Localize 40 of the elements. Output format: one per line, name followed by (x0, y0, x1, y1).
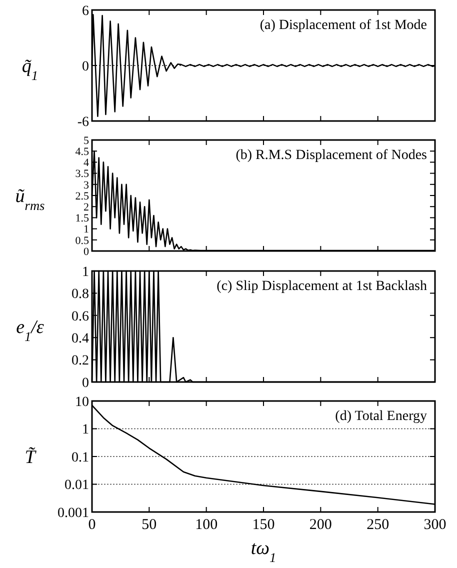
y-axis-title: ũ$_{rms}$ (15, 186, 45, 213)
y-tick-label: 0.2 (72, 354, 89, 369)
y-tick-label: 5 (84, 134, 90, 147)
y-axis-title: e$_{1}$/ε (16, 317, 44, 344)
y-tick-label: 3.5 (75, 168, 90, 180)
x-tick-label: 150 (252, 517, 275, 533)
y-axis-title: T̃ (24, 447, 37, 468)
text: (a) Displacement of 1st Mode (260, 18, 427, 33)
x-tick-label: 100 (195, 517, 218, 533)
y-tick-label: 1 (84, 224, 89, 236)
y-tick-label: 2.5 (75, 190, 90, 202)
y-tick-label: 1 (82, 422, 89, 438)
y-tick-label: 0.001 (58, 506, 89, 521)
x-axis-title: tω$_{1}$ (250, 538, 276, 564)
y-tick-label: 0.6 (72, 309, 89, 324)
y-tick-label: 0.5 (75, 234, 90, 247)
y-tick-label: 0.1 (72, 450, 89, 466)
x-tick-label: 50 (142, 517, 157, 533)
x-tick-label: 300 (424, 517, 446, 533)
y-axis-title: q̃$_{1}$ (22, 56, 38, 83)
y-tick-label: -6 (77, 114, 89, 130)
y-tick-label: 1 (82, 264, 89, 280)
y-tick-label: 1.5 (75, 212, 90, 225)
y-tick-label: 0.01 (64, 478, 89, 494)
x-tick-label: 200 (309, 517, 332, 533)
x-tick-label: 250 (366, 517, 390, 533)
text: (d) Total Energy (335, 409, 427, 424)
y-tick-label: 2 (84, 201, 89, 214)
text: (b) R.M.S Displacement of Nodes (236, 148, 427, 163)
y-tick-label: 0.4 (72, 332, 89, 346)
y-tick-label: 0 (84, 246, 90, 258)
y-tick-label: 4.5 (75, 146, 90, 158)
y-tick-label: 4 (84, 157, 90, 170)
text: (c) Slip Displacement at 1st Backlash (216, 279, 427, 294)
y-tick-label: 0.8 (72, 287, 89, 302)
y-tick-label: 0 (82, 376, 89, 391)
y-tick-label: 10 (75, 394, 89, 410)
y-tick-label: 3 (84, 179, 90, 192)
y-tick-label: 6 (82, 4, 89, 19)
y-tick-label: 0 (82, 59, 89, 74)
